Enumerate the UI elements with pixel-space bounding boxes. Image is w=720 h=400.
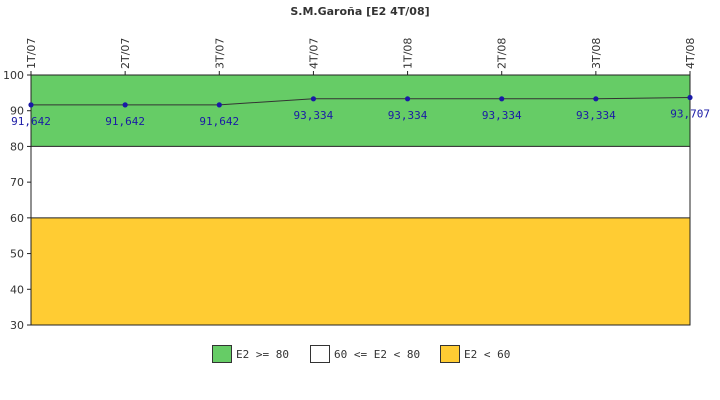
y-tick-label: 100	[3, 69, 24, 82]
x-tick-label: 3T/08	[590, 38, 603, 69]
y-tick-label: 80	[10, 140, 24, 153]
data-point	[122, 102, 128, 108]
x-tick-label: 2T/07	[119, 38, 132, 69]
y-tick-label: 90	[10, 105, 24, 118]
y-tick-label: 50	[10, 248, 24, 261]
data-label: 93,334	[482, 109, 522, 122]
series-line	[31, 96, 691, 106]
legend-swatch-mid	[310, 345, 330, 363]
data-label: 91,642	[105, 115, 145, 128]
y-axis: 30 40 50 60 70 80 90 100	[3, 69, 31, 332]
legend-item-high: E2 >= 80	[212, 343, 289, 365]
data-point	[216, 102, 222, 108]
data-point	[404, 96, 411, 102]
data-label: 91,642	[199, 115, 239, 128]
band-0	[31, 75, 690, 147]
data-point	[687, 94, 693, 101]
data-point	[28, 102, 34, 108]
y-tick-label: 40	[10, 283, 24, 296]
x-tick-label: 2T/08	[496, 38, 509, 69]
x-tick-label: 4T/08	[684, 38, 697, 69]
legend: E2 >= 80 60 <= E2 < 80 E2 < 60	[0, 343, 720, 369]
legend-item-low: E2 < 60	[440, 343, 510, 365]
legend-label-mid: 60 <= E2 < 80	[334, 347, 421, 361]
bands-layer	[31, 75, 690, 325]
series-line-layer	[28, 94, 693, 108]
y-tick-label: 60	[10, 212, 24, 225]
x-tick-label: 1T/08	[402, 38, 415, 69]
legend-swatch-high	[212, 345, 232, 363]
plot-border	[30, 74, 691, 326]
data-point	[593, 96, 599, 102]
data-point	[310, 96, 317, 102]
plot-frame	[30, 74, 691, 326]
x-tick-label: 3T/07	[213, 38, 226, 69]
x-tick-label: 4T/07	[307, 38, 320, 69]
data-labels-layer: 91,642 91,642 91,642 93,334 93,334 93,334 93,3…	[11, 107, 710, 127]
x-tick-label: 1T/07	[25, 38, 38, 69]
legend-swatch-low	[440, 345, 460, 363]
y-tick-label: 70	[10, 176, 24, 189]
legend-item-mid: 60 <= E2 < 80	[310, 343, 420, 365]
y-tick-label: 30	[10, 319, 24, 332]
data-label: 93,334	[294, 109, 334, 122]
band-1	[31, 146, 690, 218]
data-label: 91,642	[11, 115, 51, 128]
data-label: 93,334	[388, 109, 428, 122]
legend-label-high: E2 >= 80	[236, 347, 289, 361]
data-label: 93,334	[576, 109, 616, 122]
chart-title: S.M.Garoña [E2 4T/08]	[290, 5, 429, 18]
data-label: 93,707	[670, 107, 710, 120]
x-axis: 1T/07 2T/07 3T/07 4T/07 1T/08 2T/08 3T/08 4T/08	[25, 38, 697, 75]
legend-label-low: E2 < 60	[464, 347, 511, 361]
data-point	[499, 96, 505, 102]
band-2	[31, 217, 690, 325]
